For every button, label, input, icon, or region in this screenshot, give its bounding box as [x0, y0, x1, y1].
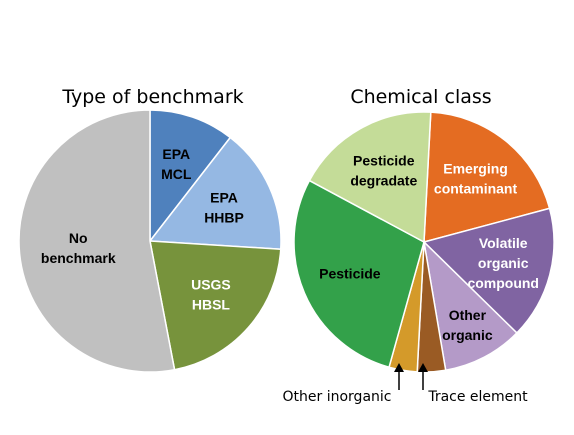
slice-label-line: Volatile: [479, 235, 528, 251]
slice-label-line: contaminant: [434, 180, 518, 196]
slice-label-line: HBSL: [192, 297, 231, 313]
pie-slice-no-benchmark: [18, 109, 176, 373]
slice-label-line: Pesticide: [319, 266, 381, 282]
left-chart-title: Type of benchmark: [61, 86, 243, 108]
other-inorganic-arrowhead: [394, 363, 404, 372]
pie-slice-usgs-hbsl: [149, 240, 282, 371]
benchmark-pie: EPA MCL EPA HHBP USGS HBSL No benchmark: [18, 109, 282, 373]
slice-label-pesticide-degradate: Pesticide degradate: [350, 153, 417, 189]
slice-label-line: benchmark: [41, 250, 116, 266]
pie-slice-epa-hhbp: [148, 136, 282, 251]
other-inorganic-callout: Other inorganic: [283, 389, 392, 405]
slice-label-line: MCL: [161, 166, 192, 182]
slice-label-line: Pesticide: [353, 153, 415, 169]
slice-label-line: Emerging: [443, 160, 508, 176]
right-chart-title: Chemical class: [350, 86, 491, 108]
pie-slice-pesticide: [293, 179, 425, 369]
trace-element-callout: Trace element: [427, 389, 528, 405]
slice-label-emerging-contaminant: Emerging contaminant: [434, 160, 518, 196]
slice-label-line: compound: [467, 275, 539, 291]
slice-label-usgs-hbsl: USGS HBSL: [191, 277, 231, 313]
slice-label-epa-mcl: EPA MCL: [161, 146, 192, 182]
slice-label-no-benchmark: No benchmark: [41, 230, 116, 266]
slice-label-line: Other: [449, 307, 487, 323]
slice-label-line: degradate: [350, 173, 417, 189]
slice-label-line: organic: [442, 327, 493, 343]
pie-slice-emerging-contaminant: [423, 111, 551, 243]
chemical-class-pie: Emerging contaminant Volatile organic compou…: [293, 111, 555, 373]
trace-element-arrowhead: [418, 363, 428, 372]
slice-label-other-organic: Other organic: [442, 307, 493, 343]
slice-label-line: EPA: [210, 190, 238, 206]
pie-slice-epa-mcl: [149, 109, 232, 244]
slice-label-line: EPA: [162, 146, 190, 162]
slice-label-volatile-organic-compound: Volatile organic compound: [467, 235, 539, 291]
slice-label-pesticide: Pesticide: [319, 266, 381, 282]
slice-label-line: organic: [478, 255, 529, 271]
slice-label-line: USGS: [191, 277, 231, 293]
pie-slice-volatile-organic-compound: [422, 207, 555, 335]
slice-label-line: No: [69, 230, 88, 246]
pie-slice-pesticide-degradate: [308, 111, 432, 244]
slice-label-line: HHBP: [204, 210, 244, 226]
slice-label-epa-hhbp: EPA HHBP: [204, 190, 244, 226]
pie-slice-other-organic: [422, 239, 518, 372]
